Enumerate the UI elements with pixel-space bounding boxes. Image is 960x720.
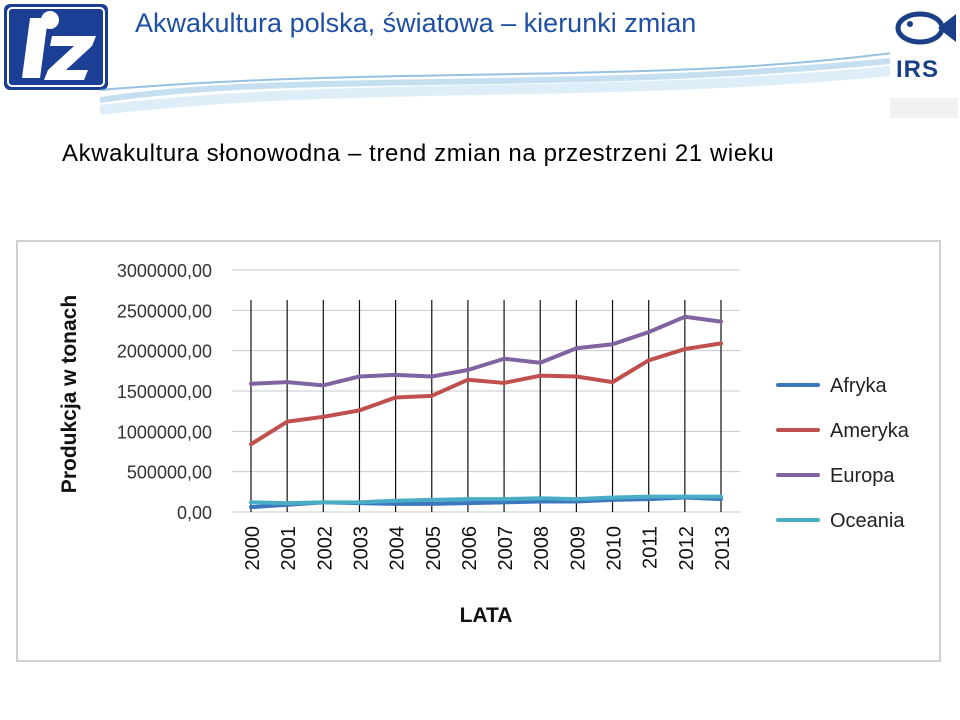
legend-label: Ameryka: [830, 420, 910, 442]
x-tick-label: 2009: [567, 526, 589, 571]
x-tick-label: 2002: [314, 526, 336, 571]
x-tick-label: 2004: [387, 526, 409, 571]
y-tick-label: 500000,00: [127, 463, 212, 483]
y-tick-label: 1500000,00: [117, 382, 212, 402]
y-tick-label: 2000000,00: [117, 342, 212, 362]
irs-logo-text: IRS: [896, 56, 940, 83]
x-tick-label: 2010: [604, 526, 626, 571]
x-tick-label: 2012: [676, 526, 698, 571]
iz-logo-icon: [4, 4, 108, 90]
line-chart: 0,00 500000,00 1000000,00 1500000,00 2000000…: [58, 261, 910, 627]
irs-fish-logo-icon: [890, 2, 958, 118]
legend-label: Oceania: [830, 510, 905, 532]
x-tick-label: 2007: [495, 526, 517, 571]
series-line-ameryka: [249, 341, 723, 447]
x-tick-label: 2008: [531, 526, 553, 571]
chart-frame: 0,00 500000,00 1000000,00 1500000,00 2000000…: [16, 240, 941, 662]
legend-label: Afryka: [830, 375, 888, 397]
y-tick-label: 3000000,00: [117, 261, 212, 281]
legend-label: Europa: [830, 465, 895, 487]
y-tick-label: 1000000,00: [117, 422, 212, 442]
x-tick-label: 2005: [423, 526, 445, 571]
x-tick-label: 2001: [278, 526, 300, 571]
header-wave-decoration: [100, 51, 900, 115]
y-tick-label: 2500000,00: [117, 301, 212, 321]
series-line-europa: [249, 314, 723, 388]
y-tick-label: 0,00: [177, 503, 212, 523]
slide-header: Akwakultura polska, światowa – kierunki …: [0, 0, 960, 120]
x-tick-label: 2013: [712, 526, 734, 571]
x-tick-label: 2000: [242, 526, 264, 571]
x-tick-label: 2011: [640, 526, 662, 569]
slide-subtitle: Akwakultura słonowodna – trend zmian na …: [62, 140, 775, 167]
series-line-oceania: [249, 494, 723, 506]
header-title: Akwakultura polska, światowa – kierunki …: [135, 8, 697, 38]
x-tick-label: 2006: [459, 526, 481, 571]
y-axis-title: Produkcja w tonach: [58, 295, 81, 493]
x-tick-label: 2003: [350, 526, 372, 571]
x-axis-title: LATA: [460, 604, 513, 627]
